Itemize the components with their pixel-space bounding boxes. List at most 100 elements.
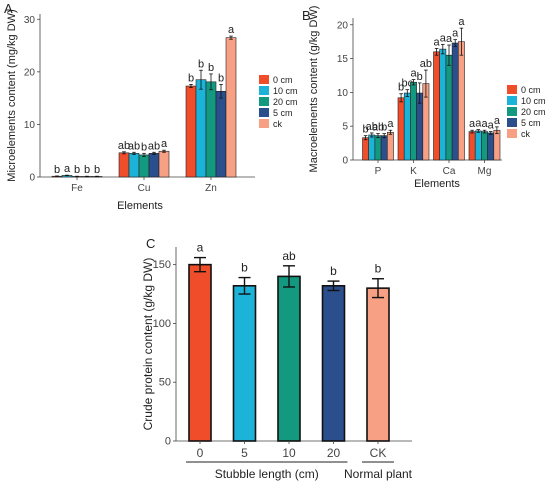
- significance-letter: a: [458, 16, 465, 28]
- significance-letter: ab: [372, 122, 384, 134]
- significance-letter: b: [363, 124, 369, 136]
- legend-swatch: [507, 129, 517, 138]
- x-tick-label: Mg: [478, 166, 492, 177]
- bar: [397, 97, 405, 161]
- significance-letter: b: [94, 164, 100, 176]
- significance-letter: a: [197, 241, 204, 255]
- bar: [232, 284, 257, 442]
- bar: [188, 263, 212, 442]
- significance-letter: a: [452, 28, 459, 40]
- bar: [439, 48, 447, 161]
- significance-letter: a: [440, 32, 447, 44]
- y-axis-title: Macroelements content (g/kg DW): [308, 6, 320, 173]
- y-axis-title: Crude protein content (g/kg DW): [141, 258, 155, 431]
- legend-label: 10 cm: [521, 96, 546, 106]
- significance-letter: a: [387, 118, 394, 130]
- x-axis-title: Elements: [117, 200, 163, 212]
- bar: [474, 130, 482, 161]
- panel-label: A: [4, 1, 13, 16]
- x-tick-label: K: [410, 166, 417, 177]
- bar: [148, 153, 160, 178]
- legend-label: 5 cm: [273, 108, 293, 118]
- significance-letter: ab: [420, 58, 432, 70]
- legend-label: 0 cm: [521, 85, 541, 95]
- significance-letter: ab: [282, 249, 296, 263]
- bar: [410, 81, 417, 161]
- legend-label: 20 cm: [521, 107, 546, 117]
- y-tick-label: 100: [153, 318, 171, 330]
- bar: [118, 152, 130, 178]
- significance-letter: ab: [128, 140, 140, 152]
- bar: [128, 153, 140, 178]
- significance-letter: b: [417, 71, 423, 83]
- legend-swatch: [259, 108, 269, 117]
- panel-label: B: [302, 8, 311, 23]
- significance-letter: b: [381, 122, 387, 134]
- y-tick-label: 20: [24, 67, 36, 78]
- bar: [138, 154, 150, 178]
- x-tick-label: 5: [241, 446, 248, 460]
- y-tick-label: 5: [342, 122, 348, 133]
- x-tick-label: Fe: [71, 183, 83, 194]
- x-tick-label: Cu: [138, 183, 151, 194]
- significance-letter: b: [241, 261, 248, 275]
- bar: [158, 150, 170, 178]
- bar: [445, 54, 453, 161]
- bar: [386, 131, 394, 161]
- bar: [215, 90, 227, 178]
- legend-label: 20 cm: [273, 97, 298, 107]
- bar: [366, 287, 390, 442]
- legend-swatch: [259, 86, 269, 95]
- significance-letter: b: [84, 164, 90, 176]
- bar: [362, 137, 369, 161]
- y-tick-label: 150: [153, 259, 171, 271]
- bar: [433, 51, 440, 161]
- significance-letter: a: [161, 138, 168, 150]
- x-tick-label: 0: [197, 446, 204, 460]
- y-tick-label: 20: [337, 20, 349, 31]
- bar: [368, 134, 376, 161]
- x-tick-label: 10: [282, 446, 296, 460]
- x-axis-title-normal-plant: Normal plant: [344, 467, 413, 481]
- significance-letter: ab: [148, 140, 160, 152]
- bar: [321, 284, 346, 442]
- significance-letter: a: [481, 118, 488, 130]
- significance-letter: a: [434, 36, 441, 48]
- legend-swatch: [259, 97, 269, 106]
- bar: [468, 131, 476, 161]
- significance-letter: a: [488, 120, 495, 132]
- significance-letter: a: [494, 115, 501, 127]
- y-tick-label: 10: [24, 120, 36, 131]
- y-tick-label: 0: [29, 173, 35, 184]
- y-tick-label: 0: [165, 436, 171, 448]
- significance-letter: b: [54, 164, 60, 176]
- significance-letter: a: [410, 68, 417, 80]
- legend-swatch: [259, 75, 269, 84]
- bar: [451, 42, 459, 161]
- legend-swatch: [259, 119, 269, 128]
- significance-letter: b: [330, 264, 337, 278]
- significance-letter: a: [228, 24, 235, 36]
- significance-letter: a: [475, 118, 482, 130]
- legend-label: 5 cm: [521, 118, 541, 128]
- bar: [205, 81, 217, 178]
- x-tick-label: CK: [370, 446, 387, 460]
- x-axis-title: Stubble length (cm): [215, 467, 319, 481]
- legend-label: 0 cm: [273, 75, 293, 85]
- panel-c: C 0 50 100 150 a 0 b 5 ab 10 b 20 b CK Stubble length (…: [141, 236, 413, 481]
- legend-swatch: [507, 118, 517, 127]
- y-tick-label: 0: [342, 156, 348, 167]
- significance-letter: b: [208, 62, 214, 74]
- bar: [493, 129, 501, 161]
- y-tick-label: 50: [159, 377, 171, 389]
- y-tick-label: 15: [337, 54, 349, 65]
- significance-letter: b: [188, 72, 194, 84]
- bar: [481, 131, 488, 161]
- legend-swatch: [507, 96, 517, 105]
- significance-letter: a: [64, 163, 71, 175]
- significance-letter: ab: [118, 140, 130, 152]
- bar: [277, 275, 301, 442]
- bar: [374, 135, 382, 161]
- bar: [380, 135, 388, 161]
